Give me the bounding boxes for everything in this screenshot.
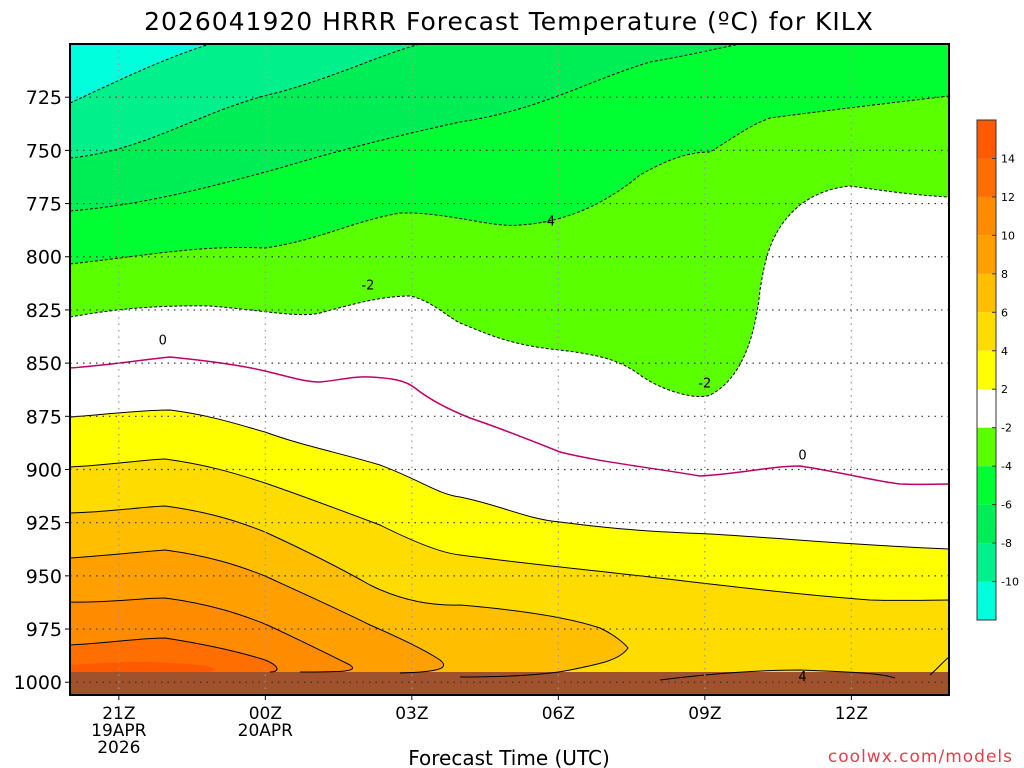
contour-label: 0	[159, 334, 167, 349]
contour-4-surface	[659, 669, 896, 681]
colorbar-bin	[977, 389, 996, 428]
contour-8	[70, 549, 445, 674]
credit-text: coolwx.com/models	[828, 747, 1013, 767]
y-tick-label: 1000	[14, 672, 62, 694]
plot-frame	[69, 43, 950, 696]
contour-label-group: 0 -2 -4 -2 0 4	[159, 215, 807, 685]
y-tick-label: 750	[26, 140, 62, 162]
contour-minus2	[70, 185, 949, 398]
colorbar-label: 14	[1001, 152, 1015, 165]
contour-zero-line	[70, 356, 949, 486]
colorbar-bin	[977, 543, 996, 582]
x-tick-label: 19APR	[91, 721, 147, 741]
contour-minus10	[70, 44, 211, 104]
y-tick-label: 800	[26, 247, 62, 269]
contour-4-surface-right	[929, 656, 949, 676]
colorbar-label: 2	[1001, 383, 1008, 396]
plot-area: 0 -2 -4 -2 0 4	[70, 44, 949, 695]
x-tick-label: 20APR	[238, 721, 294, 741]
x-tick-label: 12Z	[835, 704, 868, 724]
colorbar-label: -2	[1001, 422, 1012, 435]
colorbar-label: 4	[1001, 345, 1008, 358]
colorbar-bin	[977, 581, 996, 620]
y-tick-label: 950	[26, 566, 62, 588]
terrain-below-ground	[70, 672, 949, 695]
colorbar-frame	[976, 119, 997, 621]
y-tick-label: 975	[26, 619, 62, 641]
colorbar-label: 6	[1001, 306, 1008, 319]
contour-label: -2	[361, 278, 374, 293]
colorbar-bin	[977, 427, 996, 467]
x-tick-label: 03Z	[395, 704, 428, 724]
colorbar-label: -6	[1001, 499, 1012, 512]
y-tick-label: 850	[26, 353, 62, 375]
band-surface-warm	[70, 661, 215, 672]
y-tick-label: 900	[26, 459, 62, 481]
colorbar-bin	[977, 196, 996, 236]
x-tick-label: 21Z	[102, 704, 135, 724]
contour-4	[70, 458, 949, 601]
y-tick-label: 725	[26, 87, 62, 109]
y-tick-label: 875	[26, 406, 62, 428]
colorbar: 14 12 10 8 6 4 2 -2 -4 -6 -8 -10	[976, 119, 1019, 621]
colorbar-bin	[977, 158, 996, 197]
x-tick-label: 00Z	[249, 704, 282, 724]
contour-label: -2	[698, 376, 711, 391]
contour-12	[70, 637, 278, 673]
colorbar-bin	[977, 273, 996, 313]
colorbar-label: 8	[1001, 268, 1008, 281]
colorbar-label: 12	[1001, 191, 1015, 204]
colorbar-label: -10	[1001, 576, 1019, 589]
y-tick-label: 925	[26, 513, 62, 535]
colorbar-label: -4	[1001, 460, 1012, 473]
contour-label: 4	[798, 670, 806, 685]
x-axis-label: Forecast Time (UTC)	[408, 746, 610, 768]
contour-minus6	[70, 44, 741, 212]
y-tick-label: 825	[26, 300, 62, 322]
colorbar-bin	[977, 120, 996, 159]
contour-2	[70, 409, 949, 550]
dotted-grid	[70, 44, 949, 695]
colorbar-bin	[977, 312, 996, 351]
colorbar-bin	[977, 466, 996, 505]
contour-minus4	[70, 95, 949, 265]
y-axis: 725 750 775 800 825 850 875 900 925 950 975 1000	[14, 87, 70, 694]
x-tick-label: 06Z	[542, 704, 575, 724]
x-tick-label: 2026	[97, 738, 140, 758]
contour-6	[70, 505, 629, 678]
y-tick-label: 775	[26, 194, 62, 216]
colorbar-bin	[977, 350, 996, 390]
contour-label: -4	[542, 215, 555, 230]
colorbar-bin	[977, 504, 996, 544]
x-tick-label: 09Z	[688, 704, 721, 724]
colorbar-label: 10	[1001, 229, 1015, 242]
colorbar-bin	[977, 235, 996, 274]
cold-contour-lines	[70, 44, 949, 398]
colorbar-label: -8	[1001, 537, 1012, 550]
chart-title: 2026041920 HRRR Forecast Temperature (ºC…	[144, 7, 874, 36]
contour-label: 0	[798, 449, 806, 464]
